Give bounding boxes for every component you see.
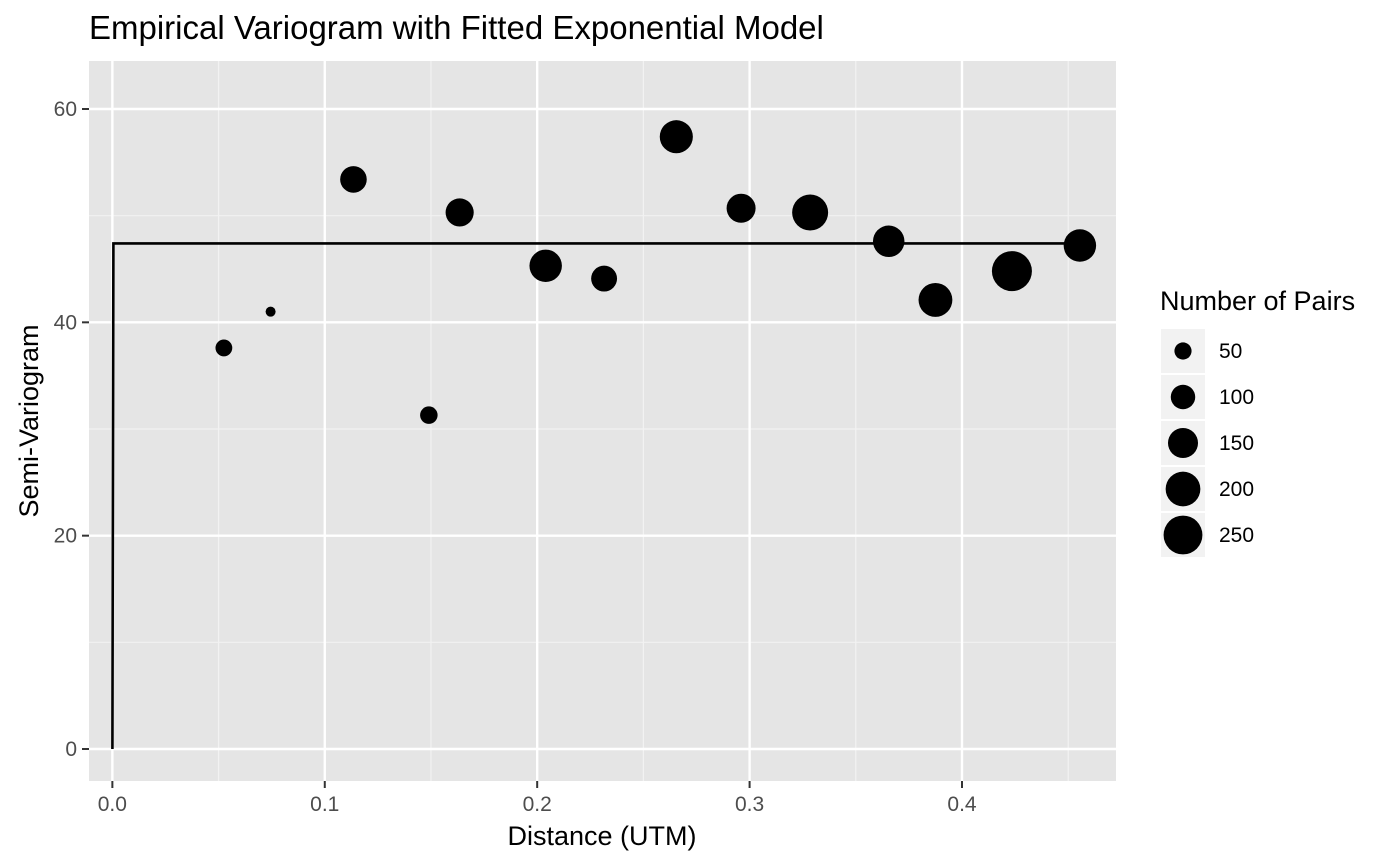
legend-key-point <box>1165 471 1201 507</box>
y-tick-label: 20 <box>54 525 77 548</box>
variogram-point <box>215 339 233 357</box>
legend-label: 250 <box>1219 524 1254 547</box>
y-tick-label: 0 <box>65 738 77 761</box>
variogram-point <box>991 251 1032 292</box>
variogram-point <box>1063 229 1097 262</box>
legend-label: 50 <box>1219 340 1242 363</box>
x-tick-label: 0.3 <box>735 793 764 816</box>
x-axis-title: Distance (UTM) <box>507 821 696 851</box>
legend-label: 100 <box>1219 386 1254 409</box>
variogram-point <box>918 283 953 317</box>
size-legend: Number of Pairs 50 100 150 200 250 <box>1160 286 1355 557</box>
variogram-point <box>529 249 562 283</box>
legend-title: Number of Pairs <box>1160 286 1355 316</box>
legend-key-point <box>1167 427 1199 459</box>
legend-label: 200 <box>1219 478 1254 501</box>
variogram-point <box>340 166 367 193</box>
x-tick-label: 0.2 <box>523 793 552 816</box>
legend-key-point <box>1174 342 1192 360</box>
legend-key-point <box>1163 515 1203 555</box>
major-gridlines <box>89 61 1116 781</box>
x-axis: 0.0 0.1 0.2 0.3 0.4 <box>98 781 977 816</box>
variogram-point <box>445 198 474 227</box>
legend-label: 150 <box>1219 432 1254 455</box>
variogram-point <box>726 193 756 223</box>
variogram-point <box>659 120 693 154</box>
legend-key-point <box>1170 384 1196 410</box>
fitted-model-layer <box>111 242 1079 750</box>
x-tick-label: 0.1 <box>310 793 339 816</box>
chart-title: Empirical Variogram with Fitted Exponent… <box>89 9 824 46</box>
y-tick-label: 40 <box>54 311 77 334</box>
variogram-point <box>591 265 618 292</box>
y-axis: 0 20 40 60 <box>54 98 89 761</box>
x-tick-label: 0.4 <box>947 793 977 816</box>
variogram-point <box>420 406 438 424</box>
fitted-model-line <box>111 242 1079 750</box>
y-tick-label: 60 <box>54 98 77 121</box>
x-tick-label: 0.0 <box>98 793 127 816</box>
plot-panel <box>89 61 1116 781</box>
y-axis-title: Semi-Variogram <box>14 324 44 517</box>
data-points-layer <box>215 120 1097 424</box>
variogram-point <box>792 194 829 231</box>
variogram-point <box>872 225 905 258</box>
legend-items: 50 100 150 200 250 <box>1161 329 1254 557</box>
variogram-point <box>265 306 276 317</box>
